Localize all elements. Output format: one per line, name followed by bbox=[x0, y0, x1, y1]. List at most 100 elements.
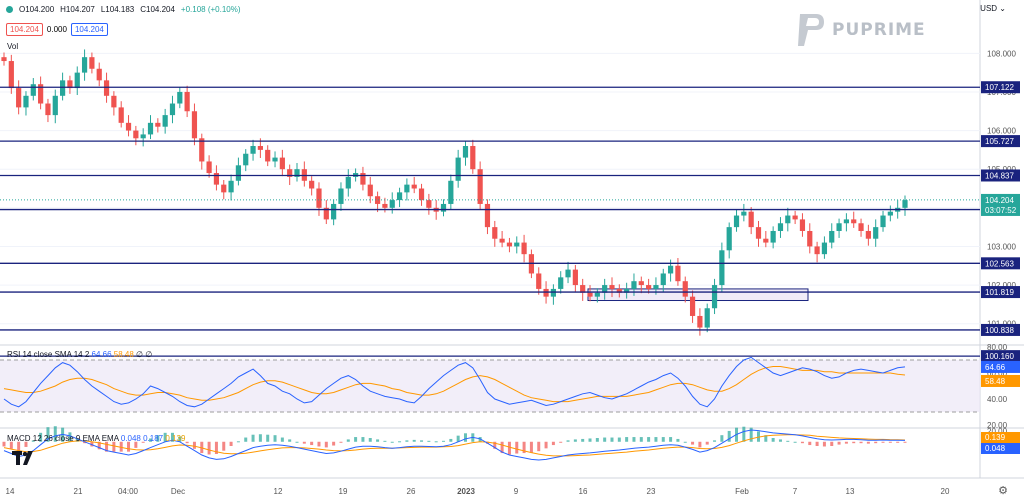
macd-histogram-bar bbox=[771, 438, 775, 442]
time-tick-label: 20 bbox=[941, 487, 950, 496]
macd-label: MACD 12 26 close 9 EMA EMA bbox=[7, 434, 119, 443]
macd-histogram-bar bbox=[427, 440, 431, 442]
rsi-tick-label: 20.00 bbox=[987, 421, 1008, 430]
time-tick-label: 21 bbox=[74, 487, 83, 496]
candle-body bbox=[60, 80, 66, 96]
macd-histogram-bar bbox=[493, 441, 497, 449]
macd-signal-value: 0.139 bbox=[165, 434, 186, 443]
macd-histogram-bar bbox=[258, 434, 262, 442]
legend-close: C104.204 bbox=[140, 5, 175, 14]
candle-body bbox=[851, 219, 857, 224]
macd-histogram-bar bbox=[720, 435, 724, 442]
legend-change: +0.108 (+0.10%) bbox=[180, 5, 241, 14]
candle-body bbox=[594, 292, 600, 297]
candle-body bbox=[367, 184, 373, 197]
candle-body bbox=[250, 146, 256, 154]
price-level-label: 105.727 bbox=[985, 137, 1014, 146]
price-tick-label: 108.000 bbox=[987, 49, 1016, 58]
candle-body bbox=[682, 281, 688, 297]
candle-body bbox=[103, 80, 110, 96]
candle-body bbox=[221, 184, 227, 193]
macd-histogram-bar bbox=[822, 441, 826, 447]
candle-body bbox=[514, 242, 520, 247]
price-level-label: 101.819 bbox=[985, 288, 1014, 297]
macd-histogram-bar bbox=[420, 440, 424, 442]
macd-histogram-bar bbox=[537, 441, 541, 452]
macd-histogram-bar bbox=[280, 437, 284, 442]
macd-histogram-bar bbox=[83, 441, 87, 444]
current-price-label: 104.204 bbox=[985, 196, 1014, 205]
currency-label: USD bbox=[980, 4, 998, 13]
candle-body bbox=[829, 230, 835, 243]
macd-histogram-bar bbox=[859, 441, 863, 444]
ask-button[interactable]: 104.204 bbox=[70, 23, 108, 36]
macd-histogram-bar bbox=[691, 441, 695, 445]
candle-body bbox=[653, 285, 659, 289]
macd-histogram-bar bbox=[903, 441, 907, 443]
candle-body bbox=[1, 57, 7, 62]
currency-selector[interactable]: USD ⌄ bbox=[980, 4, 1006, 13]
status-dot-icon bbox=[6, 6, 13, 13]
macd-histogram-bar bbox=[881, 441, 885, 443]
candle-body bbox=[843, 219, 849, 224]
candle-body bbox=[396, 192, 403, 201]
brand-logo: PUPRIME bbox=[794, 10, 934, 50]
macd-histogram-bar bbox=[368, 438, 372, 442]
macd-signal-tag bbox=[981, 432, 1020, 443]
candle-body bbox=[448, 180, 454, 204]
candle-body bbox=[565, 269, 571, 278]
macd-histogram-bar bbox=[566, 440, 570, 442]
macd-value-tag bbox=[981, 443, 1020, 454]
candle-body bbox=[184, 91, 190, 112]
macd-histogram-bar bbox=[170, 432, 174, 442]
candle-body bbox=[404, 184, 410, 193]
gear-icon[interactable]: ⚙ bbox=[998, 485, 1008, 497]
candle-body bbox=[323, 207, 329, 220]
macd-histogram-bar bbox=[654, 437, 658, 442]
candle-body bbox=[770, 230, 776, 243]
macd-histogram-bar bbox=[31, 440, 35, 442]
rsi-value-tag bbox=[981, 360, 1020, 373]
rsi-legend: RSI 14 close SMA 14 2 64.66 58.48 ∅ ∅ bbox=[7, 350, 152, 359]
macd-histogram-bar bbox=[727, 430, 731, 442]
candle-body bbox=[602, 285, 608, 293]
candle-body bbox=[81, 57, 88, 73]
macd-histogram-bar bbox=[500, 441, 504, 454]
macd-histogram-bar bbox=[559, 441, 563, 443]
chevron-down-icon: ⌄ bbox=[999, 4, 1006, 13]
price-level-tag bbox=[981, 169, 1020, 182]
candle-body bbox=[89, 57, 95, 69]
candle-body bbox=[338, 188, 344, 204]
macd-histogram-bar bbox=[2, 441, 6, 447]
price-level-tag bbox=[981, 257, 1020, 270]
candle-body bbox=[52, 95, 58, 116]
bid-button[interactable]: 104.204 bbox=[6, 23, 43, 36]
candle-body bbox=[426, 200, 432, 208]
price-tick-label: 106.000 bbox=[987, 127, 1016, 136]
price-level-label: 102.563 bbox=[985, 259, 1014, 268]
macd-histogram-bar bbox=[236, 441, 240, 443]
candle-body bbox=[309, 180, 315, 189]
candle-body bbox=[169, 103, 176, 116]
candle-body bbox=[704, 308, 710, 328]
macd-histogram-bar bbox=[214, 441, 218, 454]
macd-histogram-bar bbox=[295, 441, 299, 443]
time-tick-label: 23 bbox=[647, 487, 656, 496]
candle-body bbox=[748, 211, 754, 228]
candle-body bbox=[741, 211, 747, 216]
price-level-tag bbox=[981, 350, 1020, 363]
macd-histogram-bar bbox=[756, 431, 760, 442]
macd-histogram-bar bbox=[302, 441, 306, 444]
candle-body bbox=[558, 277, 564, 289]
time-tick-label: 19 bbox=[339, 487, 348, 496]
macd-histogram-bar bbox=[434, 441, 438, 443]
candle-body bbox=[755, 227, 762, 239]
candle-body bbox=[821, 242, 828, 255]
candle-body bbox=[777, 223, 784, 231]
rsi-value-tag-label: 64.66 bbox=[985, 363, 1006, 372]
time-tick-label: 26 bbox=[407, 487, 416, 496]
macd-histogram-bar bbox=[786, 440, 790, 442]
candle-body bbox=[492, 227, 498, 239]
brand-name: PUPRIME bbox=[832, 20, 926, 40]
